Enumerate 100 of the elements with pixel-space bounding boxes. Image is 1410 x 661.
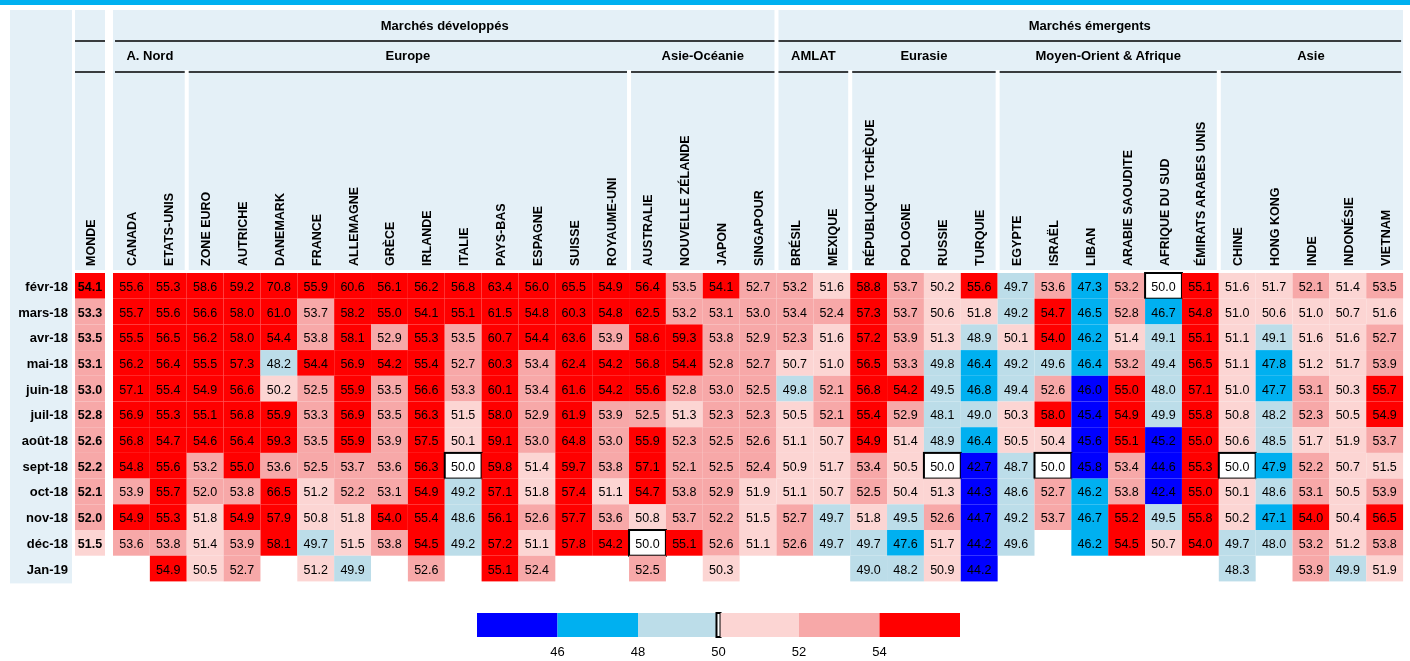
data-label: 53.1: [1298, 485, 1324, 500]
data-label: 49.9: [1151, 408, 1176, 423]
data-label: 53.8: [1372, 536, 1397, 551]
data-label: 51.3: [930, 485, 955, 500]
data-label: 55.4: [414, 356, 439, 371]
data-label: 54.8: [598, 305, 623, 320]
data-label: 61.6: [561, 382, 586, 397]
data-label: 52.1: [819, 408, 844, 423]
data-label: 52.0: [192, 485, 218, 500]
data-label: 52.6: [1040, 382, 1066, 397]
data-label: 55.9: [635, 434, 660, 449]
x-tick-label: PAYS-BAS: [494, 203, 509, 266]
data-label: 50.8: [303, 511, 328, 526]
data-label: 50.5: [1335, 408, 1361, 423]
data-label: 54.0: [1298, 511, 1324, 526]
data-label: 54.9: [856, 434, 881, 449]
data-label: 48.9: [930, 434, 955, 449]
data-label: 52.0: [77, 511, 103, 526]
data-label: 46.4: [1077, 356, 1102, 371]
data-label: 55.4: [156, 382, 181, 397]
y-tick-label: déc-18: [26, 535, 68, 551]
data-label: 54.9: [119, 511, 144, 526]
data-label: 56.6: [229, 382, 255, 397]
x-tick-label: TURQUIE: [973, 209, 988, 266]
text: AMLAT: [791, 48, 836, 63]
data-label: 56.8: [635, 356, 660, 371]
data-label: 51.1: [782, 434, 808, 449]
data-label: 58.6: [635, 331, 660, 346]
data-label: 53.5: [672, 279, 697, 294]
data-label: 52.1: [672, 459, 697, 474]
data-label: 51.4: [893, 434, 918, 449]
data-label: 60.3: [561, 305, 586, 320]
x-tick-label: ÉMIRATS ARABES UNIS: [1193, 121, 1209, 266]
data-label: 50.5: [1003, 434, 1029, 449]
data-label: 51.1: [745, 536, 771, 551]
data-label: 48.0: [1261, 536, 1287, 551]
data-label: 51.0: [1225, 382, 1250, 397]
data-label: 56.5: [1188, 356, 1213, 371]
data-label: 50.6: [1225, 434, 1250, 449]
data-label: 54.2: [377, 356, 402, 371]
data-label: 57.8: [561, 536, 586, 551]
x-tick-label: IRLANDE: [420, 210, 435, 266]
data-label: 53.7: [1372, 434, 1397, 449]
x-tick-label: POLOGNE: [899, 203, 914, 266]
data-label: 51.7: [819, 459, 844, 474]
data-label: 46.8: [967, 382, 992, 397]
data-label: 55.5: [119, 331, 144, 346]
data-label: 57.1: [487, 485, 513, 500]
data-label: 64.8: [561, 434, 586, 449]
data-label: 50.2: [1225, 511, 1250, 526]
data-label: 50.7: [1151, 536, 1176, 551]
data-label: 53.7: [1040, 511, 1066, 526]
color-bar-label: 46: [550, 644, 565, 659]
data-label: 53.6: [377, 459, 402, 474]
data-label: 55.4: [856, 408, 881, 423]
data-label: 70.8: [266, 279, 292, 294]
data-label: 56.4: [635, 279, 660, 294]
data-label: 51.6: [819, 331, 844, 346]
data-label: 52.3: [745, 408, 771, 423]
data-label: 54.9: [1372, 408, 1397, 423]
data-label: 49.0: [967, 408, 992, 423]
data-label: 50.9: [930, 562, 955, 577]
data-label: 57.2: [487, 536, 513, 551]
data-label: 50.5: [893, 459, 918, 474]
data-label: 53.4: [782, 305, 808, 320]
data-label: 48.2: [893, 562, 918, 577]
data-label: 58.0: [229, 331, 255, 346]
text: Asie-Océanie: [661, 48, 744, 63]
data-label: 57.4: [561, 485, 586, 500]
text: Marchés développés: [380, 18, 509, 33]
data-label: 53.8: [709, 331, 734, 346]
data-label: 54.5: [1114, 536, 1139, 551]
data-label: 56.9: [119, 408, 144, 423]
x-tick-label: AUTRICHE: [236, 201, 251, 266]
data-label: 53.9: [598, 331, 623, 346]
data-label: 54.0: [1188, 536, 1213, 551]
data-label: 54.7: [635, 485, 660, 500]
x-tick-label: ROYAUME-UNI: [604, 177, 619, 266]
data-label: 53.2: [1114, 279, 1139, 294]
data-label: 49.6: [1040, 356, 1066, 371]
data-label: 53.3: [303, 408, 328, 423]
data-label: 53.3: [451, 382, 476, 397]
data-label: 58.8: [856, 279, 881, 294]
data-label: 55.9: [340, 382, 365, 397]
data-label: 50.4: [1040, 434, 1066, 449]
data-label: 53.4: [1114, 459, 1139, 474]
data-label: 46.4: [967, 434, 992, 449]
data-label: 54.4: [672, 356, 697, 371]
data-label: 56.4: [229, 434, 255, 449]
data-label: 53.7: [303, 305, 328, 320]
data-label: 44.2: [967, 536, 992, 551]
data-label: 52.4: [745, 459, 771, 474]
data-label: 51.1: [1225, 331, 1250, 346]
data-label: 52.6: [77, 434, 103, 449]
data-label: 56.3: [414, 408, 439, 423]
data-label: 53.2: [782, 279, 808, 294]
data-label: 53.6: [598, 511, 623, 526]
data-label: 46.2: [1077, 331, 1102, 346]
data-label: 51.5: [745, 511, 771, 526]
data-label: 52.5: [745, 382, 771, 397]
